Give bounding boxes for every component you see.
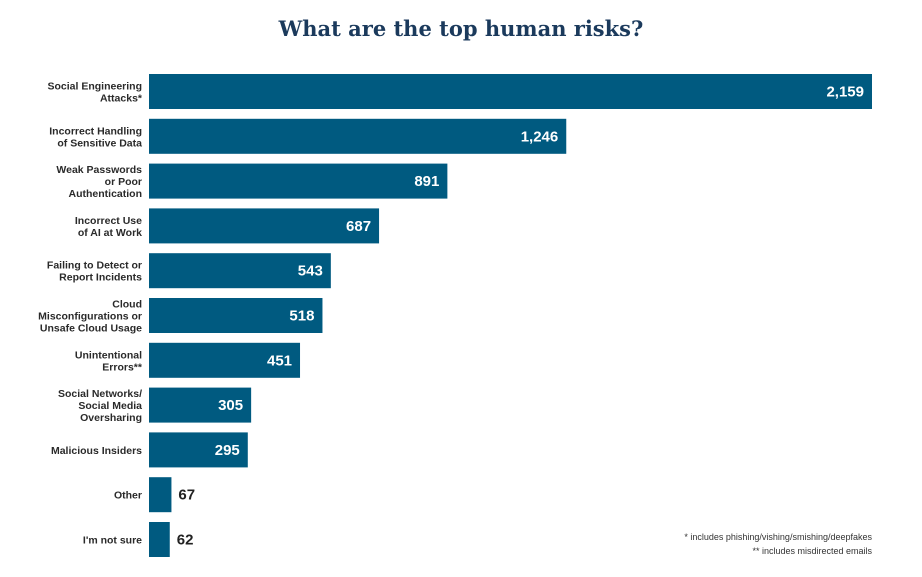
footnote-misdirected: ** includes misdirected emails (752, 546, 872, 556)
category-label-4: Failing to Detect or Report Incidents (47, 260, 142, 284)
category-label-9: Other (114, 490, 142, 502)
chart-title: What are the top human risks? (278, 16, 644, 41)
bar-value-label-7: 305 (218, 397, 243, 414)
bar-2 (149, 163, 448, 199)
bar-value-label-5: 518 (289, 308, 314, 325)
bar-value-label-6: 451 (267, 352, 292, 369)
bar-4 (149, 253, 331, 289)
bar-8 (149, 432, 248, 468)
category-label-1: Incorrect Handling of Sensitive Data (49, 125, 142, 149)
bar-value-label-1: 1,246 (521, 128, 559, 145)
category-label-5: Cloud Misconfigurations or Unsafe Cloud Us… (38, 299, 142, 335)
footnote-phishing: * includes phishing/vishing/smishing/dee… (684, 532, 872, 542)
bar-value-label-9: 67 (178, 487, 195, 504)
bar-5 (149, 298, 323, 333)
bar-value-label-4: 543 (298, 263, 323, 280)
bar-value-label-8: 295 (215, 442, 240, 459)
bar-1 (149, 118, 567, 154)
bar-0 (149, 74, 872, 109)
bar-10 (149, 522, 170, 557)
bar-value-label-10: 62 (177, 532, 194, 549)
category-label-10: I'm not sure (83, 535, 142, 547)
bar-3 (149, 208, 380, 244)
bar-value-label-3: 687 (346, 218, 371, 235)
category-label-3: Incorrect Use of AI at Work (75, 215, 142, 239)
bar-7 (149, 387, 252, 423)
category-label-0: Social Engineering Attacks* (47, 81, 142, 105)
category-label-6: Unintentional Errors** (75, 349, 143, 373)
bar-6 (149, 342, 301, 378)
bar-value-label-2: 891 (414, 173, 439, 190)
bar-9 (149, 477, 172, 513)
category-label-7: Social Networks/Social Media Oversharing (58, 388, 142, 424)
category-label-2: Weak Passwords or Poor Authentication (56, 164, 142, 200)
category-label-8: Malicious Insiders (51, 445, 142, 457)
bar-value-label-0: 2,159 (826, 84, 864, 101)
